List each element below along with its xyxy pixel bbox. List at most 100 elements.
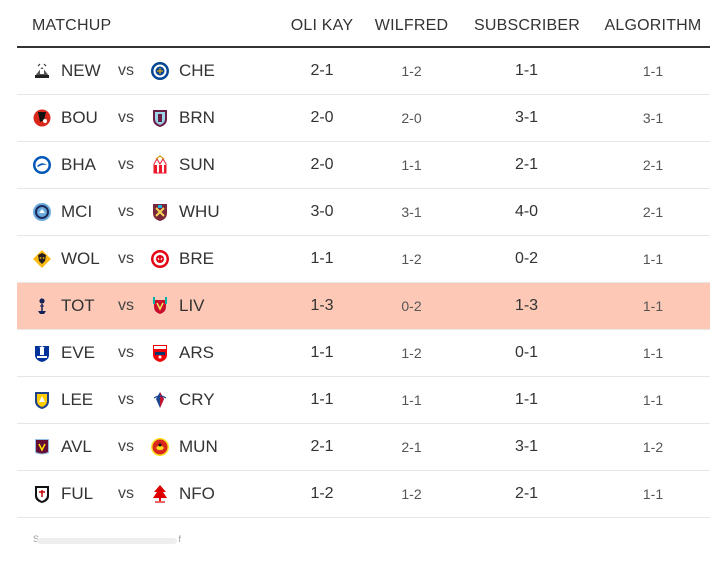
west-ham-crest-icon: [150, 202, 170, 222]
table-row[interactable]: WOL vs BRE 1-1 1-2 0-2 1-1: [17, 236, 710, 283]
home-team-label: BHA: [61, 155, 96, 174]
crystal-palace-crest-icon: [150, 390, 170, 410]
oli-kay-prediction: 2-0: [310, 109, 334, 126]
algorithm-prediction: 2-1: [642, 157, 664, 173]
algorithm-prediction: 1-1: [642, 298, 664, 314]
away-team-label: SUN: [179, 155, 215, 174]
home-team-label: WOL: [61, 249, 100, 268]
man-city-crest-icon: [32, 202, 52, 222]
home-team-label: BOU: [61, 108, 98, 127]
wolves-crest-icon: [32, 249, 52, 269]
arsenal-crest-icon: [150, 343, 170, 363]
away-team-label: BRE: [179, 249, 214, 268]
home-team-label: MCI: [61, 202, 93, 221]
subscriber-prediction: 3-1: [514, 109, 539, 126]
wilfred-prediction: 1-2: [401, 486, 422, 502]
nottingham-forest-crest-icon: [150, 484, 170, 504]
sunderland-crest-icon: [150, 155, 170, 175]
algorithm-prediction: 1-1: [642, 345, 664, 361]
table-row[interactable]: BHA vs SUN 2-0 1-1 2-1 2-1: [17, 142, 710, 189]
away-team-label: BRN: [179, 108, 215, 127]
header-subscriber[interactable]: SUBSCRIBER: [474, 17, 581, 34]
wilfred-prediction: 1-1: [401, 392, 422, 408]
header-algorithm[interactable]: ALGORITHM: [604, 17, 702, 34]
table-row[interactable]: AVL vs MUN 2-1 2-1 3-1 1-2: [17, 424, 710, 471]
table-row[interactable]: FUL vs NFO 1-2 1-2 2-1 1-1: [17, 471, 710, 518]
subscriber-prediction: 0-1: [514, 344, 539, 361]
away-team-label: WHU: [179, 202, 220, 221]
aston-villa-crest-icon: [32, 437, 52, 457]
vs-label: vs: [118, 297, 134, 314]
newcastle-crest-icon: [32, 61, 52, 81]
algorithm-prediction: 1-1: [642, 486, 664, 502]
liverpool-crest-icon: [150, 296, 170, 316]
away-team-label: CHE: [179, 61, 215, 80]
away-team-label: NFO: [179, 484, 215, 503]
table-header: MATCHUP OLI KAY WILFRED SUBSCRIBER ALGOR…: [17, 0, 710, 48]
table-row[interactable]: BOU vs BRN 2-0 2-0 3-1 3-1: [17, 95, 710, 142]
table-row[interactable]: LEE vs CRY 1-1 1-1 1-1 1-1: [17, 377, 710, 424]
vs-label: vs: [118, 203, 134, 220]
man-united-crest-icon: [150, 437, 170, 457]
oli-kay-prediction: 1-1: [310, 250, 334, 267]
home-team-label: LEE: [61, 390, 94, 409]
footer-caption: S f: [33, 534, 181, 546]
brentford-crest-icon: [150, 249, 170, 269]
away-team-label: ARS: [179, 343, 214, 362]
home-team-label: TOT: [61, 296, 95, 315]
wilfred-prediction: 1-2: [401, 345, 422, 361]
wilfred-prediction: 0-2: [401, 298, 422, 314]
table-row[interactable]: NEW vs CHE 2-1 1-2 1-1 1-1: [17, 48, 710, 95]
bournemouth-crest-icon: [32, 108, 52, 128]
table-row-highlighted[interactable]: TOT vs LIV 1-3 0-2 1-3 1-1: [17, 283, 710, 330]
header-wilfred[interactable]: WILFRED: [374, 17, 449, 34]
vs-label: vs: [118, 438, 134, 455]
oli-kay-prediction: 2-1: [310, 438, 334, 455]
wilfred-prediction: 3-1: [401, 204, 422, 220]
table-body: NEW vs CHE 2-1 1-2 1-1 1-1 BOU vs BRN 2-0 2-0 3-1 3-1…: [17, 48, 710, 518]
subscriber-prediction: 1-1: [514, 62, 539, 79]
algorithm-prediction: 1-1: [642, 392, 664, 408]
burnley-crest-icon: [150, 108, 170, 128]
away-team-label: LIV: [179, 296, 205, 315]
away-team-label: CRY: [179, 390, 215, 409]
blurred-caption-text: [37, 538, 177, 544]
chelsea-crest-icon: [150, 61, 170, 81]
footer-start: S: [33, 534, 40, 544]
tottenham-crest-icon: [32, 296, 52, 316]
table-row[interactable]: EVE vs ARS 1-1 1-2 0-1 1-1: [17, 330, 710, 377]
header-matchup[interactable]: MATCHUP: [32, 17, 112, 34]
wilfred-prediction: 1-2: [401, 251, 422, 267]
vs-label: vs: [118, 156, 134, 173]
home-team-label: AVL: [61, 437, 92, 456]
wilfred-prediction: 2-1: [401, 439, 422, 455]
away-team-label: MUN: [179, 437, 218, 456]
oli-kay-prediction: 3-0: [310, 203, 334, 220]
subscriber-prediction: 0-2: [514, 250, 539, 267]
algorithm-prediction: 2-1: [642, 204, 664, 220]
wilfred-prediction: 1-2: [401, 63, 422, 79]
header-oli-kay[interactable]: OLI KAY: [290, 17, 354, 34]
home-team-label: NEW: [61, 61, 101, 80]
oli-kay-prediction: 2-1: [310, 62, 334, 79]
leeds-crest-icon: [32, 390, 52, 410]
vs-label: vs: [118, 391, 134, 408]
fulham-crest-icon: [32, 484, 52, 504]
predictions-table: MATCHUP OLI KAY WILFRED SUBSCRIBER ALGOR…: [17, 0, 710, 518]
subscriber-prediction: 4-0: [514, 203, 539, 220]
oli-kay-prediction: 2-0: [310, 156, 334, 173]
algorithm-prediction: 1-1: [642, 251, 664, 267]
subscriber-prediction: 1-3: [514, 297, 539, 314]
table-row[interactable]: MCI vs WHU 3-0 3-1 4-0 2-1: [17, 189, 710, 236]
brighton-crest-icon: [32, 155, 52, 175]
wilfred-prediction: 1-1: [401, 157, 422, 173]
oli-kay-prediction: 1-1: [310, 344, 334, 361]
subscriber-prediction: 2-1: [514, 485, 539, 502]
home-team-label: FUL: [61, 484, 94, 503]
wilfred-prediction: 2-0: [401, 110, 422, 126]
vs-label: vs: [118, 62, 134, 79]
vs-label: vs: [118, 250, 134, 267]
footer-end: f: [178, 534, 181, 544]
vs-label: vs: [118, 344, 134, 361]
everton-crest-icon: [32, 343, 52, 363]
